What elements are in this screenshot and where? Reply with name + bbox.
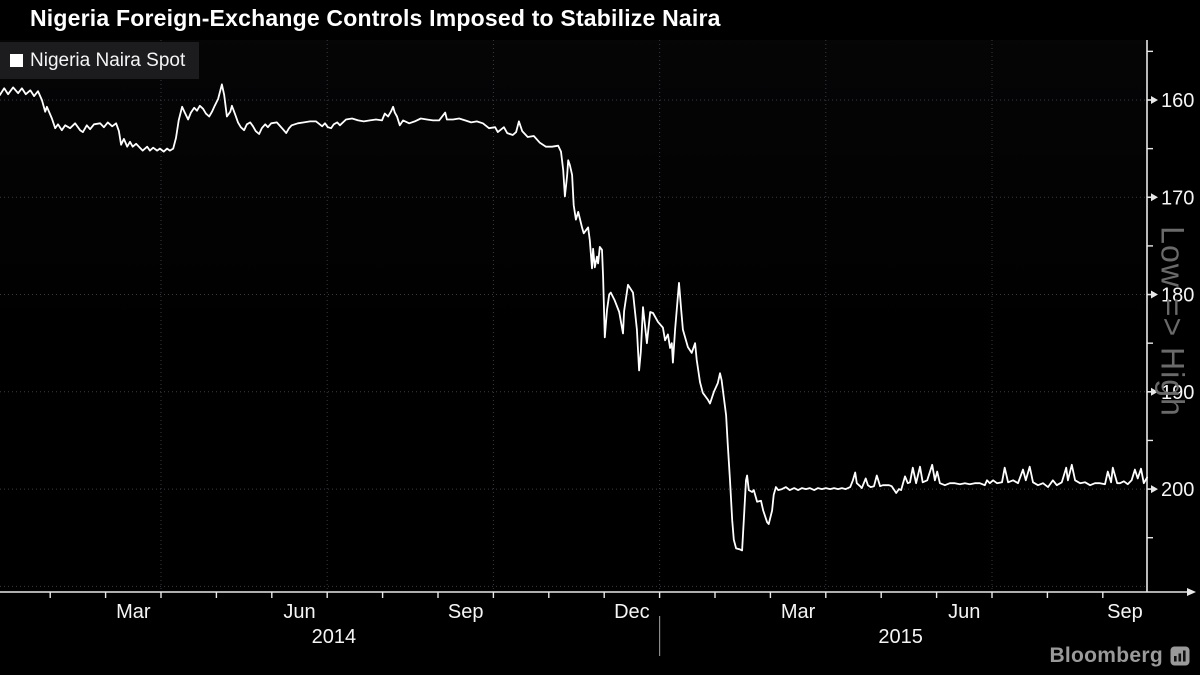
x-tick-label: Sep <box>448 601 484 623</box>
legend-marker-square <box>10 54 23 67</box>
y-tick-arrow-icon <box>1151 96 1158 104</box>
year-label: 2015 <box>878 626 923 648</box>
y-tick-label: 160 <box>1161 90 1194 112</box>
bloomberg-logo: Bloomberg <box>1049 644 1190 668</box>
y-tick-label: 200 <box>1161 479 1194 501</box>
y-tick-arrow-icon <box>1151 387 1158 396</box>
legend: Nigeria Naira Spot <box>0 42 200 79</box>
y-tick-label: 170 <box>1161 187 1194 209</box>
y-tick-arrow-icon <box>1151 290 1158 299</box>
year-label: 2014 <box>312 626 357 648</box>
series-line-nigeria-naira-spot <box>0 83 1148 552</box>
x-tick-label: Dec <box>614 601 650 623</box>
plot-background <box>0 40 1147 592</box>
x-tick-label: Mar <box>116 601 151 623</box>
x-axis-arrow-icon <box>1187 588 1196 596</box>
bloomberg-logo-text: Bloomberg <box>1049 644 1163 667</box>
y-axis-direction-label: Low => High <box>1154 226 1191 417</box>
chart-title: Nigeria Foreign-Exchange Controls Impose… <box>30 5 721 31</box>
legend-label: Nigeria Naira Spot <box>30 49 186 71</box>
x-tick-label: Jun <box>948 601 980 623</box>
x-tick-label: Jun <box>283 601 315 623</box>
x-tick-label: Sep <box>1107 601 1143 623</box>
y-tick-label: 180 <box>1161 285 1194 307</box>
bloomberg-logo-icon <box>1170 646 1190 666</box>
y-tick-arrow-icon <box>1151 193 1158 202</box>
y-tick-label: 190 <box>1161 382 1194 404</box>
y-tick-arrow-icon <box>1151 485 1158 494</box>
x-tick-label: Mar <box>781 601 816 623</box>
